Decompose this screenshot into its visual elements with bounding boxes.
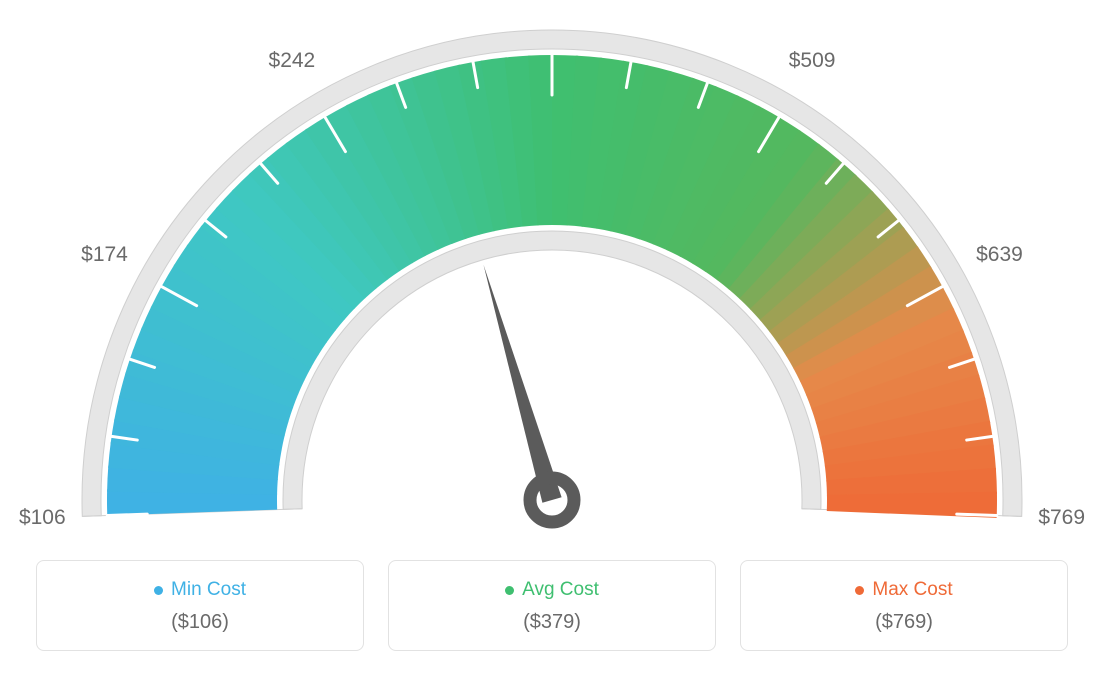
avg-cost-dot-icon [505,586,514,595]
max-cost-card: Max Cost ($769) [740,560,1068,651]
gauge-tick-label: $639 [976,243,1023,267]
avg-cost-card: Avg Cost ($379) [388,560,716,651]
avg-cost-label: Avg Cost [522,579,599,601]
max-cost-title: Max Cost [855,579,952,601]
gauge-tick-label: $509 [789,49,836,73]
min-cost-title: Min Cost [154,579,246,601]
gauge-tick-label: $242 [269,49,316,73]
gauge-tick-label: $769 [1038,506,1085,530]
max-cost-label: Max Cost [872,579,952,601]
gauge-tick-label: $379 [529,0,576,2]
cost-legend: Min Cost ($106) Avg Cost ($379) Max Cost… [0,560,1104,671]
max-cost-value: ($769) [751,611,1057,634]
gauge-chart: $106 $174 $242 $379 $509 $639 $769 [0,0,1104,560]
avg-cost-value: ($379) [399,611,705,634]
gauge-tick-label: $174 [81,243,128,267]
min-cost-label: Min Cost [171,579,246,601]
min-cost-dot-icon [154,586,163,595]
max-cost-dot-icon [855,586,864,595]
gauge-tick-label: $106 [19,506,66,530]
min-cost-card: Min Cost ($106) [36,560,364,651]
min-cost-value: ($106) [47,611,353,634]
avg-cost-title: Avg Cost [505,579,599,601]
gauge-svg [0,0,1104,560]
